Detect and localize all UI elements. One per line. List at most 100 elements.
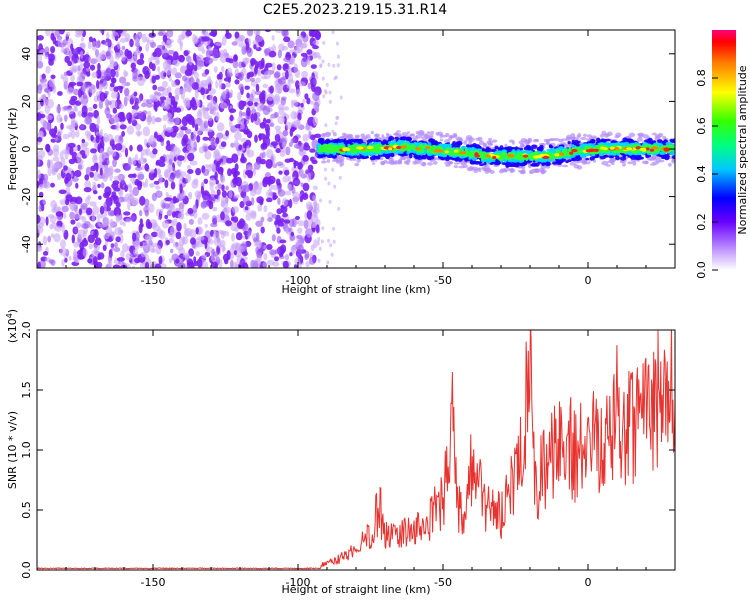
noise-blob bbox=[184, 228, 190, 238]
noise-blob bbox=[89, 122, 97, 133]
noise-blob bbox=[182, 134, 189, 144]
noise-blob bbox=[148, 32, 156, 38]
noise-blob bbox=[262, 151, 266, 159]
noise-blob bbox=[166, 209, 173, 217]
signal-blob bbox=[481, 166, 485, 170]
noise-blob bbox=[213, 150, 221, 160]
noise-blob bbox=[284, 254, 290, 261]
noise-blob bbox=[105, 67, 112, 77]
noise-blob bbox=[197, 217, 203, 225]
noise-blob bbox=[327, 62, 331, 67]
noise-blob bbox=[253, 237, 257, 243]
noise-blob bbox=[144, 198, 150, 208]
noise-blob bbox=[124, 193, 133, 203]
noise-blob bbox=[178, 34, 185, 41]
signal-blob bbox=[526, 141, 530, 145]
noise-blob bbox=[215, 256, 221, 266]
noise-blob bbox=[233, 249, 238, 256]
noise-blob bbox=[121, 130, 125, 137]
noise-blob bbox=[106, 32, 110, 39]
signal-blob bbox=[583, 133, 587, 137]
noise-blob bbox=[170, 248, 174, 254]
noise-blob bbox=[135, 166, 143, 171]
signal-blob bbox=[446, 147, 451, 151]
noise-blob bbox=[111, 91, 119, 99]
noise-blob bbox=[144, 261, 150, 268]
noise-blob bbox=[255, 83, 260, 93]
noise-blob bbox=[109, 218, 114, 229]
signal-blob bbox=[563, 148, 568, 153]
noise-blob bbox=[225, 185, 230, 191]
noise-blob bbox=[307, 164, 314, 172]
signal-blob bbox=[529, 169, 533, 174]
noise-blob bbox=[38, 222, 45, 228]
noise-blob bbox=[312, 78, 317, 86]
noise-blob bbox=[214, 185, 220, 190]
signal-blob bbox=[538, 142, 545, 146]
noise-blob bbox=[205, 49, 211, 60]
noise-blob bbox=[169, 150, 176, 160]
noise-blob bbox=[111, 77, 117, 84]
noise-blob bbox=[56, 113, 63, 123]
noise-blob bbox=[244, 57, 248, 66]
noise-blob bbox=[288, 198, 293, 209]
noise-blob bbox=[151, 115, 156, 125]
signal-blob bbox=[469, 154, 474, 159]
noise-blob bbox=[172, 196, 177, 204]
noise-blob bbox=[115, 201, 121, 208]
signal-blob bbox=[397, 161, 403, 165]
noise-blob bbox=[262, 105, 271, 116]
noise-blob bbox=[114, 35, 119, 42]
signal-blob bbox=[463, 140, 468, 145]
noise-blob bbox=[109, 82, 115, 88]
signal-blob bbox=[328, 149, 334, 153]
signal-blob bbox=[332, 154, 337, 158]
noise-blob bbox=[118, 226, 122, 235]
signal-blob bbox=[336, 138, 340, 142]
signal-blob bbox=[326, 159, 331, 163]
noise-blob bbox=[93, 109, 99, 119]
noise-blob bbox=[100, 128, 104, 138]
noise-blob bbox=[139, 209, 143, 217]
noise-blob bbox=[247, 30, 254, 37]
noise-blob bbox=[284, 63, 289, 70]
noise-blob bbox=[131, 116, 136, 124]
signal-blob bbox=[632, 161, 637, 166]
noise-blob bbox=[62, 76, 69, 85]
noise-blob bbox=[177, 54, 185, 63]
noise-blob bbox=[99, 205, 105, 215]
noise-blob bbox=[179, 88, 187, 94]
noise-blob bbox=[37, 53, 43, 63]
noise-blob bbox=[266, 244, 273, 250]
noise-blob bbox=[208, 177, 217, 186]
noise-blob bbox=[312, 40, 319, 46]
noise-blob bbox=[332, 63, 336, 68]
noise-blob bbox=[312, 91, 320, 102]
noise-blob bbox=[93, 152, 98, 161]
signal-blob bbox=[360, 155, 367, 160]
noise-blob bbox=[246, 47, 253, 58]
noise-blob bbox=[173, 82, 177, 88]
noise-blob bbox=[207, 115, 213, 122]
noise-blob bbox=[132, 232, 137, 242]
noise-blob bbox=[37, 60, 44, 69]
noise-blob bbox=[140, 149, 148, 156]
signal-blob bbox=[572, 136, 576, 140]
signal-blob bbox=[486, 140, 492, 145]
noise-blob bbox=[238, 100, 245, 111]
noise-blob bbox=[271, 35, 275, 41]
noise-blob bbox=[57, 173, 62, 181]
signal-blob bbox=[478, 140, 485, 146]
noise-blob bbox=[306, 55, 311, 66]
noise-blob bbox=[82, 92, 87, 100]
noise-blob bbox=[321, 76, 325, 81]
noise-blob bbox=[63, 213, 67, 219]
noise-blob bbox=[158, 255, 163, 265]
noise-blob bbox=[104, 90, 109, 96]
signal-blob bbox=[519, 150, 525, 154]
signal-blob bbox=[615, 156, 621, 161]
noise-blob bbox=[171, 210, 176, 218]
noise-blob bbox=[159, 174, 163, 184]
noise-blob bbox=[136, 76, 141, 81]
noise-blob bbox=[188, 229, 197, 238]
